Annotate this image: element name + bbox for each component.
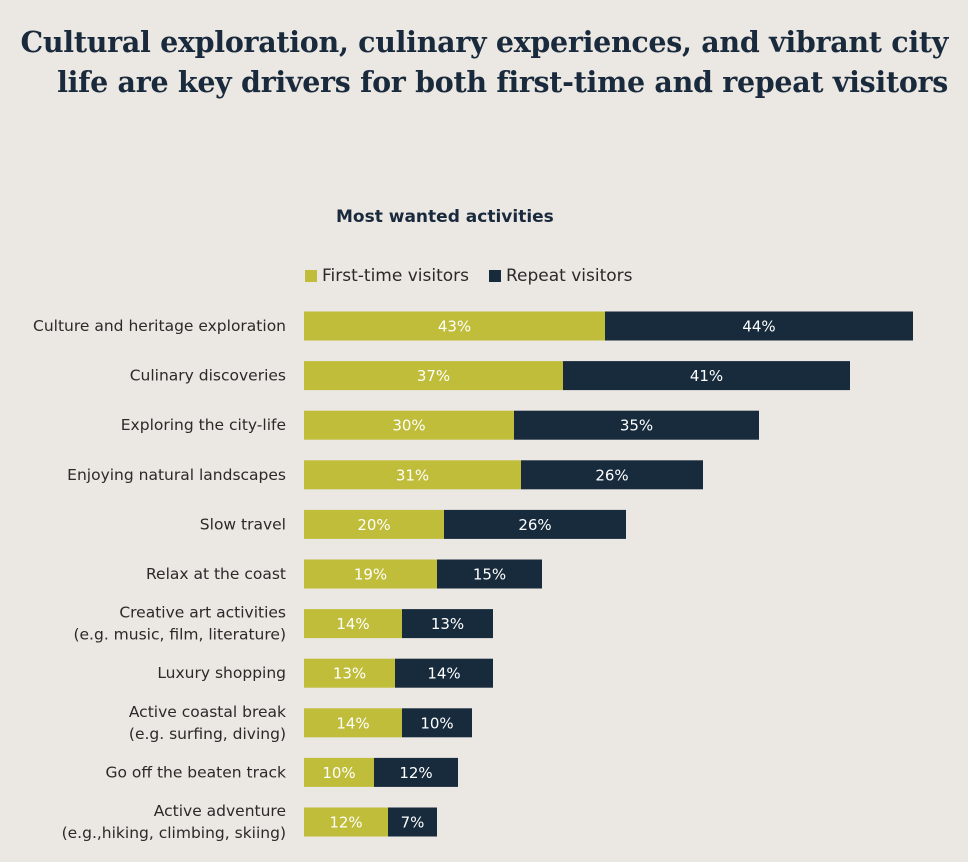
bar-first-time xyxy=(304,658,395,688)
bar-repeat xyxy=(402,609,493,639)
category-label: Active adventure (e.g.,hiking, climbing, … xyxy=(62,802,286,842)
category-label-line: Enjoying natural landscapes xyxy=(67,466,286,484)
bar-repeat xyxy=(402,708,472,738)
value-label-first-time: 13% xyxy=(333,665,366,683)
chart-title: Most wanted activities xyxy=(336,207,554,227)
category-label-line: Active coastal break xyxy=(129,703,286,721)
value-label-repeat: 10% xyxy=(420,714,453,732)
value-label-repeat: 14% xyxy=(427,665,460,683)
bar-repeat xyxy=(563,361,850,391)
bar-first-time xyxy=(304,757,374,787)
value-label-repeat: 15% xyxy=(473,566,506,584)
bar-repeat xyxy=(437,559,542,589)
bar-repeat xyxy=(521,460,703,490)
chart-legend: First-time visitors Repeat visitors xyxy=(305,266,653,286)
value-label-first-time: 12% xyxy=(329,814,362,832)
category-label-line: Creative art activities xyxy=(119,604,286,622)
bar-repeat xyxy=(395,658,493,688)
category-label: Culinary discoveries xyxy=(130,367,286,385)
category-label-line: (e.g.,hiking, climbing, skiing) xyxy=(62,824,286,842)
category-label-line: (e.g. surfing, diving) xyxy=(129,725,286,743)
value-label-repeat: 13% xyxy=(431,615,464,633)
bar-first-time xyxy=(304,708,402,738)
category-label-line: (e.g. music, film, literature) xyxy=(73,626,286,644)
headline-line-2: life are key drivers for both first-time… xyxy=(57,65,948,99)
value-label-first-time: 37% xyxy=(417,367,450,385)
category-label-line: Culinary discoveries xyxy=(130,367,286,385)
value-label-first-time: 19% xyxy=(354,566,387,584)
category-label: Enjoying natural landscapes xyxy=(67,466,286,484)
category-label: Luxury shopping xyxy=(157,664,286,682)
value-label-repeat: 35% xyxy=(620,417,653,435)
bar-first-time xyxy=(304,807,388,837)
page-headline: Cultural exploration, culinary experienc… xyxy=(20,22,949,102)
legend-label-repeat: Repeat visitors xyxy=(506,266,633,286)
category-label-line: Exploring the city-life xyxy=(121,416,286,434)
headline-line-1: Cultural exploration, culinary experienc… xyxy=(20,25,949,59)
value-label-repeat: 44% xyxy=(742,318,775,336)
value-label-repeat: 12% xyxy=(399,764,432,782)
category-label-line: Relax at the coast xyxy=(146,565,286,583)
category-label-line: Luxury shopping xyxy=(157,664,286,682)
bar-repeat xyxy=(388,807,437,837)
legend-item-first-time: First-time visitors xyxy=(305,266,469,286)
value-label-first-time: 10% xyxy=(322,764,355,782)
category-label-line: Active adventure xyxy=(154,802,286,820)
bar-first-time xyxy=(304,559,437,589)
bar-repeat xyxy=(514,410,759,440)
bar-first-time xyxy=(304,311,605,341)
legend-swatch-repeat xyxy=(489,270,501,282)
category-label-line: Go off the beaten track xyxy=(105,763,286,781)
bar-repeat xyxy=(444,509,626,539)
category-label: Creative art activities (e.g. music, film… xyxy=(73,604,286,644)
bar-first-time xyxy=(304,410,514,440)
category-label: Exploring the city-life xyxy=(121,416,286,434)
value-label-repeat: 26% xyxy=(518,516,551,534)
category-label: Relax at the coast xyxy=(146,565,286,583)
value-label-repeat: 7% xyxy=(401,814,425,832)
value-label-first-time: 43% xyxy=(438,318,471,336)
category-label-line: Slow travel xyxy=(200,515,286,533)
legend-label-first-time: First-time visitors xyxy=(322,266,469,286)
bar-first-time xyxy=(304,609,402,639)
bar-first-time xyxy=(304,361,563,391)
category-label-line: Culture and heritage exploration xyxy=(33,317,286,335)
value-label-first-time: 20% xyxy=(357,516,390,534)
legend-item-repeat: Repeat visitors xyxy=(489,266,633,286)
value-label-first-time: 14% xyxy=(336,615,369,633)
bar-first-time xyxy=(304,509,444,539)
category-label: Culture and heritage exploration xyxy=(33,317,286,335)
bar-repeat xyxy=(605,311,913,341)
value-label-first-time: 31% xyxy=(396,466,429,484)
category-label: Active coastal break (e.g. surfing, divin… xyxy=(129,703,286,743)
value-label-first-time: 30% xyxy=(392,417,425,435)
value-label-repeat: 26% xyxy=(595,466,628,484)
category-label: Go off the beaten track xyxy=(105,763,286,781)
legend-swatch-first-time xyxy=(305,270,317,282)
value-label-repeat: 41% xyxy=(690,367,723,385)
bar-repeat xyxy=(374,757,458,787)
category-label: Slow travel xyxy=(200,515,286,533)
bar-first-time xyxy=(304,460,521,490)
value-label-first-time: 14% xyxy=(336,714,369,732)
